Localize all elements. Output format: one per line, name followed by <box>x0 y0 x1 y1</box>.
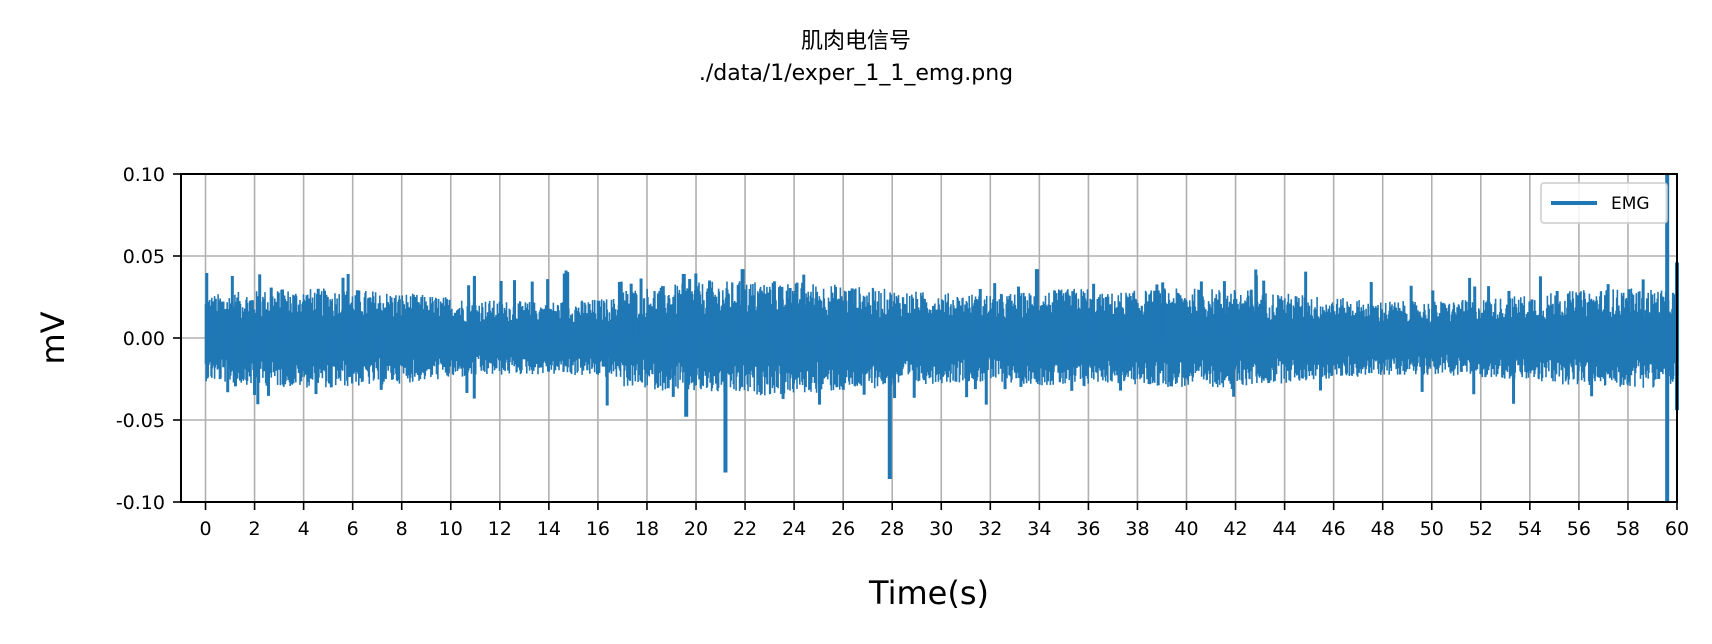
x-tick-label-8: 16 <box>586 518 610 540</box>
x-tick-label-18: 36 <box>1076 518 1100 540</box>
legend: EMG <box>1540 182 1668 224</box>
x-axis-ticks: 0 2 4 6 8 10 12 14 16 18 20 22 24 26 28 30 32 34 36 38 40 42 4… <box>199 502 1689 540</box>
x-tick-label-23: 46 <box>1322 518 1346 540</box>
x-tick-label-3: 6 <box>347 518 359 540</box>
x-tick-label-0: 0 <box>199 518 211 540</box>
x-tick-label-4: 8 <box>396 518 408 540</box>
y-tick-label-3: 0.05 <box>123 246 165 268</box>
legend-box <box>1540 182 1668 224</box>
x-tick-label-26: 52 <box>1469 518 1493 540</box>
legend-label-emg: EMG <box>1611 194 1650 214</box>
x-tick-label-25: 50 <box>1420 518 1444 540</box>
y-axis-ticks: -0.10 -0.05 0.00 0.05 0.10 <box>116 164 181 514</box>
x-tick-label-6: 12 <box>488 518 512 540</box>
y-axis-label: mV <box>34 311 72 364</box>
x-tick-label-2: 4 <box>298 518 310 540</box>
chart-title: 肌肉电信号 <box>800 29 911 54</box>
x-tick-label-15: 30 <box>929 518 953 540</box>
x-tick-label-28: 56 <box>1567 518 1591 540</box>
x-tick-label-21: 42 <box>1223 518 1247 540</box>
x-tick-label-19: 38 <box>1125 518 1149 540</box>
x-tick-label-20: 40 <box>1174 518 1198 540</box>
x-tick-label-1: 2 <box>249 518 261 540</box>
y-tick-label-2: 0.00 <box>123 328 165 350</box>
x-tick-label-16: 32 <box>978 518 1002 540</box>
x-tick-label-13: 26 <box>831 518 855 540</box>
x-tick-label-14: 28 <box>880 518 904 540</box>
x-tick-label-10: 20 <box>684 518 708 540</box>
x-tick-label-29: 58 <box>1616 518 1640 540</box>
title-block: 肌肉电信号 ./data/1/exper_1_1_emg.png <box>0 26 1712 90</box>
y-tick-label-4: 0.10 <box>123 164 165 186</box>
x-tick-label-5: 10 <box>439 518 463 540</box>
x-tick-label-27: 54 <box>1518 518 1542 540</box>
x-tick-label-11: 22 <box>733 518 757 540</box>
chart-subtitle: ./data/1/exper_1_1_emg.png <box>698 61 1014 86</box>
y-tick-label-0: -0.10 <box>116 492 165 514</box>
x-tick-label-12: 24 <box>782 518 806 540</box>
x-axis-label: Time(s) <box>868 574 989 612</box>
y-tick-label-1: -0.05 <box>116 410 165 432</box>
x-tick-label-7: 14 <box>537 518 561 540</box>
x-tick-label-24: 48 <box>1371 518 1395 540</box>
x-tick-label-30: 60 <box>1665 518 1689 540</box>
x-tick-label-9: 18 <box>635 518 659 540</box>
x-tick-label-22: 44 <box>1273 518 1297 540</box>
x-tick-label-17: 34 <box>1027 518 1051 540</box>
